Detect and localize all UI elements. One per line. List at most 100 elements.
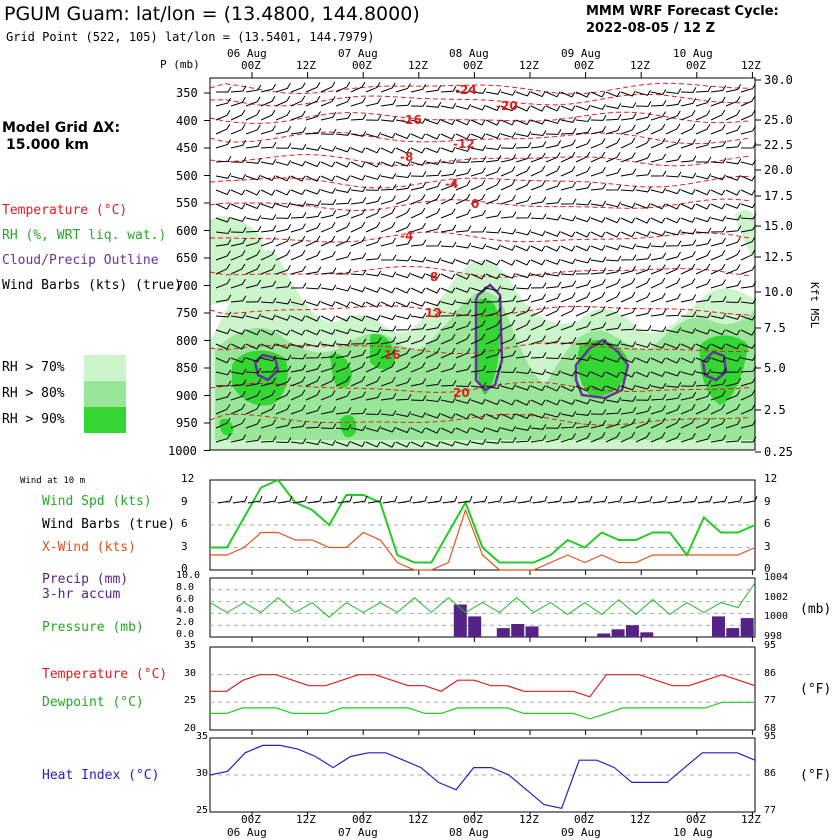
wind-barb xyxy=(530,230,546,237)
legend-wind-speed: Wind Spd (kts) xyxy=(42,494,152,509)
wind-barb xyxy=(515,435,532,443)
wind-barb xyxy=(680,311,697,318)
wind-barb xyxy=(680,357,696,364)
wind-barb xyxy=(365,326,382,333)
wind-barb xyxy=(350,174,366,181)
wind-barb xyxy=(440,310,457,317)
wind-barb xyxy=(605,137,621,149)
wind-barb xyxy=(245,403,261,415)
wind-barb xyxy=(590,126,607,135)
wind-barb xyxy=(560,117,577,123)
wind-barb-10m xyxy=(367,495,383,504)
wind-barb xyxy=(470,259,486,266)
wind-barb xyxy=(245,329,261,336)
wind-barb xyxy=(500,89,517,96)
wind-barb xyxy=(320,188,336,194)
wind-barb xyxy=(425,412,441,419)
wind-barb xyxy=(380,221,396,233)
precip-y-tick: 4.0 xyxy=(176,605,195,617)
rh-90-cell-8 xyxy=(219,418,234,436)
wind-barb xyxy=(335,362,351,373)
wind-barb xyxy=(245,367,262,374)
wind-barb xyxy=(230,328,246,335)
wind-barb xyxy=(485,399,501,406)
wind-barb xyxy=(230,97,246,107)
wind-barb xyxy=(395,441,411,448)
wind-barb xyxy=(545,320,561,331)
wind-barb xyxy=(395,272,411,279)
wind-barb xyxy=(560,354,577,361)
wind-barb xyxy=(260,142,277,149)
kft-tick-label: 20.0 xyxy=(764,163,793,177)
wind-barb-10m xyxy=(667,495,683,504)
wind-barb xyxy=(590,200,607,207)
wind-barb xyxy=(605,356,621,363)
wind-barb xyxy=(440,180,456,191)
wind-barb xyxy=(515,229,532,236)
precip-bar xyxy=(625,625,639,637)
temp-contour-label: -16 xyxy=(400,113,422,127)
upper-wind-barb-layer xyxy=(215,81,757,448)
wind-barb xyxy=(275,420,292,429)
wind-barb xyxy=(365,392,382,401)
wind-barb xyxy=(425,102,442,108)
wind-barb xyxy=(275,389,291,401)
wind-barb xyxy=(620,152,636,163)
temperature-series xyxy=(210,674,756,698)
wind-barb xyxy=(425,159,442,165)
wind-barb xyxy=(605,291,621,303)
legend-dewpoint: Dewpoint (°C) xyxy=(42,695,144,710)
wind-barb xyxy=(500,350,517,359)
wind-barb xyxy=(440,321,457,331)
pressure-tick-label: 550 xyxy=(176,196,198,210)
wind-barb xyxy=(515,131,532,137)
wind-barb xyxy=(410,133,426,140)
wind-barb xyxy=(440,333,456,345)
precip-y-tick: 8.0 xyxy=(176,581,195,593)
wind-barb xyxy=(350,197,367,205)
wind-barb xyxy=(740,159,757,166)
wind-barb xyxy=(665,88,682,95)
wind-barb xyxy=(215,216,231,223)
wind-barb xyxy=(485,89,502,95)
wind-barb xyxy=(605,306,621,317)
wind-barb-10m xyxy=(427,495,443,504)
wind-barb-10m xyxy=(262,495,278,504)
wind-barb xyxy=(410,312,427,319)
wind-barb xyxy=(575,138,591,149)
wind-barb xyxy=(605,103,622,109)
wind-barb xyxy=(260,366,277,373)
wind-barb xyxy=(410,334,426,345)
wind-barb xyxy=(560,337,577,345)
wind-barb xyxy=(485,285,502,292)
time-top-3: 00Z xyxy=(352,59,372,72)
wind-barb xyxy=(575,268,592,275)
wind-barb xyxy=(395,255,412,262)
wind-barb xyxy=(650,417,666,429)
wind-barb xyxy=(710,237,727,247)
wind-barb xyxy=(455,133,471,140)
wind-barb xyxy=(695,328,711,335)
wind-barb xyxy=(485,166,501,177)
date-top-09aug: 09 Aug xyxy=(561,47,601,60)
precip-bar xyxy=(597,633,611,637)
wind-barb xyxy=(590,256,607,263)
temp-panel-border xyxy=(209,646,756,731)
wind-barb xyxy=(485,194,501,205)
wind-barb xyxy=(455,298,472,305)
wind-barb-10m xyxy=(742,495,758,504)
wind-barb xyxy=(260,377,277,387)
wind-barb xyxy=(260,175,276,182)
wind-barb xyxy=(290,282,307,289)
wind-barb xyxy=(695,216,711,223)
wind-barb xyxy=(215,380,232,387)
wind-barb xyxy=(440,413,456,420)
wind-barb xyxy=(290,315,306,322)
precip-bar xyxy=(468,616,482,637)
wind-barb xyxy=(650,217,666,224)
wind-barb xyxy=(635,253,652,261)
wind-barb xyxy=(350,349,367,359)
wind-barb xyxy=(320,235,336,247)
wind-barb xyxy=(320,145,337,152)
wind-barb xyxy=(290,404,306,415)
